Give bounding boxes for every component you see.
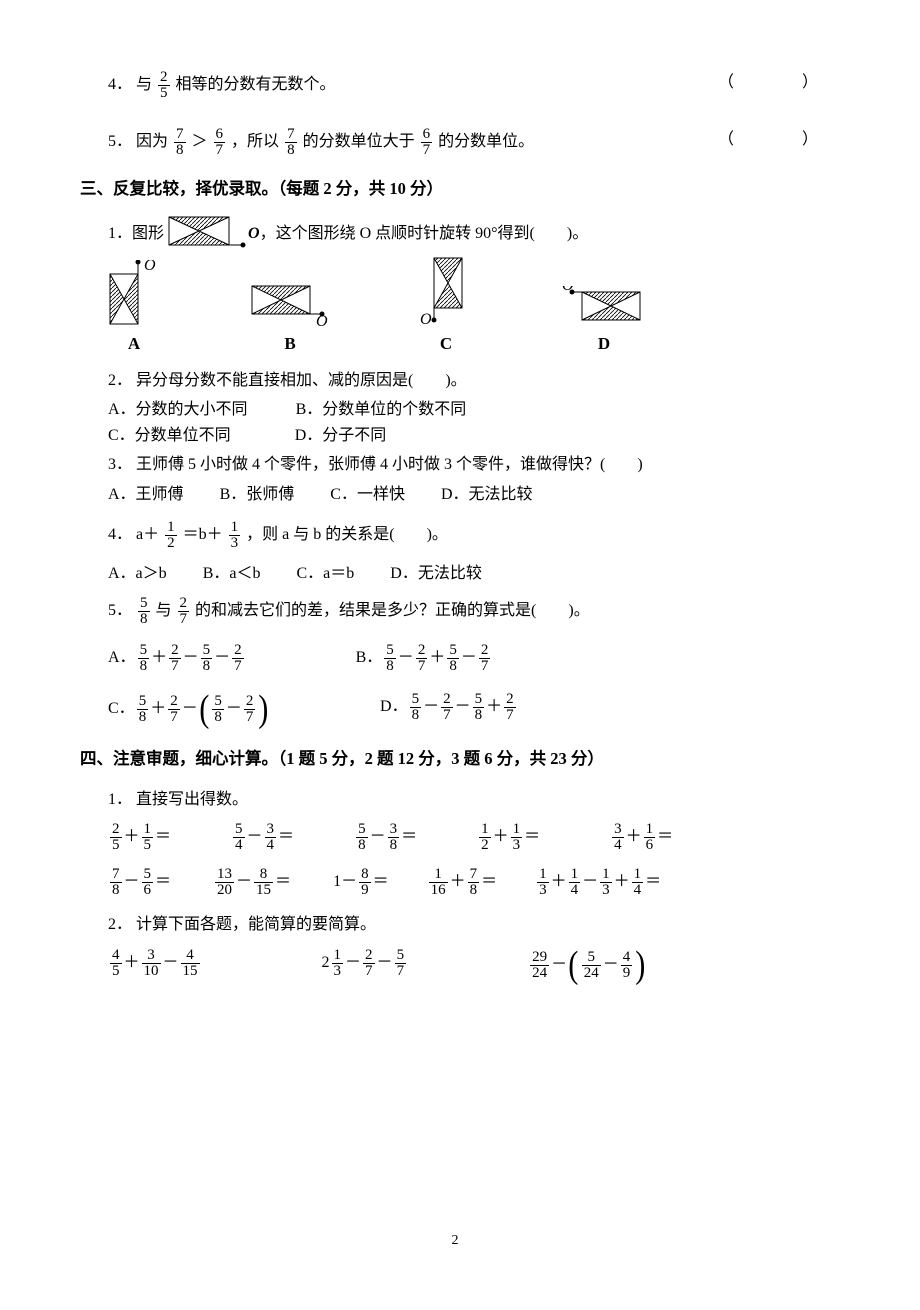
calc-item: 58－38＝ [354,822,417,853]
calc-item: 45＋310－415 [108,948,202,982]
section-3-title: 三、反复比较，择优录取。（每题 2 分，共 10 分） [80,176,830,202]
calc-item: 34＋16＝ [610,822,673,853]
qnum: 3． [108,456,132,473]
svg-text:O: O [562,286,574,294]
section-4-title: 四、注意审题，细心计算。（1 题 5 分，2 题 12 分，3 题 6 分，共 … [80,746,830,772]
option-d: O D [562,286,646,357]
option-b: B．58－27＋58－27 [356,643,493,674]
q2-5: 5． 因为 78 ＞ 67 ，所以 78 的分数单位大于 67 的分数单位。 （… [80,127,830,158]
option-d: D．58－27－58＋27 [380,692,518,726]
option-a: O A [108,260,160,357]
option-c: C．58＋27－(58－27) [108,692,270,726]
q4-1: 1． 直接写出得数。 [80,787,830,813]
q4-2: 2． 计算下面各题，能简算的要简算。 [80,912,830,938]
option-a: A．58＋27－58－27 [108,643,246,674]
q3-5: 5． 58 与 27 的和减去它们的差，结果是多少？正确的算式是( )。 [80,596,830,627]
q3-1-options: O A O B O C O [108,256,830,357]
qnum: 2． [108,372,132,389]
qnum: 4． [108,526,132,543]
calc-item: 13＋14－13＋14＝ [535,867,661,898]
calc-item: 54－34＝ [231,822,294,853]
qnum: 2． [108,916,132,933]
calc-item: 1－89＝ [333,867,389,898]
qnum: 1． [108,791,132,808]
calc-row-2: 78－56＝ 1320－815＝ 1－89＝ 116＋78＝ 13＋14－13＋14＝ [108,867,830,898]
calc-item: 1320－815＝ [213,867,291,898]
q3-3: 3． 王师傅 5 小时做 4 个零件，张师傅 4 小时做 3 个零件，谁做得快？… [80,452,830,478]
option-c: O C [420,256,472,357]
bowtie-icon [168,216,246,250]
page-number: 2 [452,1230,459,1252]
qnum: 1． [108,221,132,247]
q3-5-row1: A．58＋27－58－27 B．58－27＋58－27 [108,643,830,674]
svg-text:O: O [144,260,156,274]
qnum: 4． [108,76,132,93]
calc-item: 2924－(524－49) [528,948,647,982]
option-b: O B [250,282,330,357]
q3-5-row2: C．58＋27－(58－27) D．58－27－58＋27 [108,692,830,726]
calc-row-1: 25＋15＝ 54－34＝ 58－38＝ 12＋13＝ 34＋16＝ [108,822,830,853]
answer-paren: （ ） [718,127,830,153]
calc-item: 213－27－57 [322,948,409,982]
fraction: 25 [158,70,170,101]
qnum: 5． [108,133,132,150]
calc-item: 25＋15＝ [108,822,171,853]
svg-text:O: O [316,313,328,326]
q3-2: 2． 异分母分数不能直接相加、减的原因是( )。 [80,368,830,394]
calc-item: 12＋13＝ [477,822,540,853]
svg-text:O: O [420,311,432,326]
qnum: 5． [108,602,132,619]
answer-paren: （ ） [718,70,830,96]
calc-item: 116＋78＝ [427,867,498,898]
q3-4: 4． a＋ 12 ＝b＋ 13 ，则 a 与 b 的关系是( )。 [80,520,830,551]
calc-item: 78－56＝ [108,867,171,898]
q3-1: 1． 图形 O ，这个图形绕 O 点顺时针旋转 90°得到( )。 [80,216,830,250]
q2-4: 4． 与 25 相等的分数有无数个。 （ ） [80,70,830,101]
calc-row-3: 45＋310－415 213－27－57 2924－(524－49) [108,948,830,982]
